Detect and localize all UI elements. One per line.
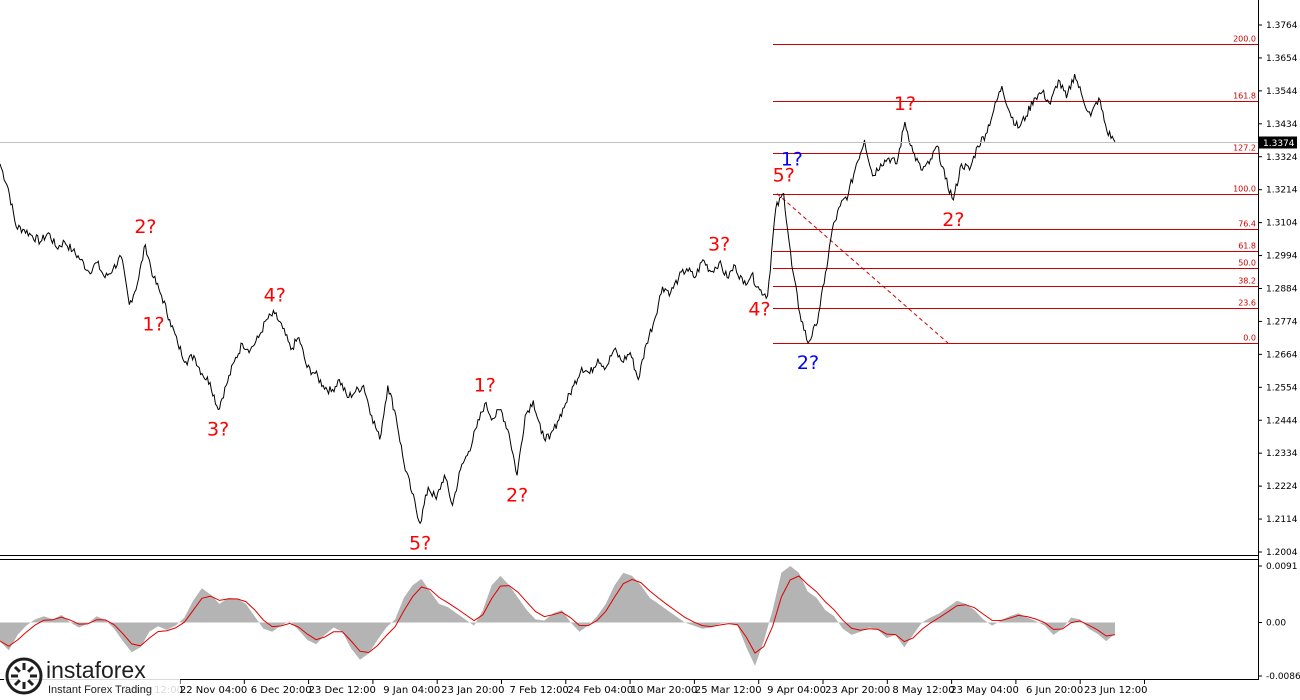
brand-logo: instaforex Instant Forex Trading <box>4 654 180 698</box>
price-tick-label: 1.2334 <box>1266 449 1298 459</box>
fib-level-label: 61.8 <box>1238 242 1256 251</box>
current-price-label: 1.3374 <box>1263 139 1295 149</box>
price-line <box>0 73 1116 525</box>
fib-level-label: 23.6 <box>1238 299 1256 308</box>
wave-label: 4? <box>748 299 770 321</box>
wave-label: 5? <box>773 165 795 187</box>
time-tick-label: 23 Apr 20:00 <box>825 685 890 696</box>
time-tick-label: 25 Mar 12:00 <box>695 685 762 696</box>
price-tick-label: 1.3434 <box>1266 120 1298 130</box>
time-tick-label: 9 Apr 04:00 <box>767 685 826 696</box>
fib-level-label: 100.0 <box>1233 185 1256 194</box>
wave-label: 3? <box>708 234 730 256</box>
wave-label: 4? <box>264 285 286 307</box>
price-axis: 1.3764 1.3654 1.3544 1.3434 1.3324 1.3214 1.31… <box>0 21 1298 558</box>
time-tick-label: 10 Mar 20:00 <box>631 685 698 696</box>
price-tick-label: 1.3104 <box>1266 219 1298 229</box>
brand-logo-icon <box>5 657 43 695</box>
fibonacci-levels: 200.0 161.8 127.2 100.0 76.4 61.8 50.0 38.2 23.6… <box>773 35 1258 344</box>
time-tick-label: 24 Feb 04:00 <box>567 685 633 696</box>
fib-level-label: 50.0 <box>1238 259 1256 268</box>
time-tick-label: 23 Jun 12:00 <box>1084 685 1148 696</box>
fib-level-label: 0.0 <box>1243 334 1256 343</box>
price-tick-label: 1.2114 <box>1266 515 1298 525</box>
time-tick-label: 23 Dec 12:00 <box>309 685 376 696</box>
fib-level-label: 161.8 <box>1233 92 1256 101</box>
time-tick-label: 9 Jan 04:00 <box>383 685 440 696</box>
oscillator-panel <box>0 566 1116 666</box>
wave-labels: 2?1?3?4?5?1?2?3?4?5?1?2?1?2? <box>134 93 964 554</box>
price-tick-label: 1.2004 <box>1266 548 1298 558</box>
price-tick-label: 1.3324 <box>1266 153 1298 163</box>
brand-name: instaforex <box>46 657 146 683</box>
price-tick-label: 1.2664 <box>1266 350 1298 360</box>
wave-label: 5? <box>409 532 431 554</box>
price-tick-label: 1.2774 <box>1266 317 1298 327</box>
time-tick-label: 22 Nov 04:00 <box>180 685 247 696</box>
wave-label: 1? <box>142 314 164 336</box>
fib-trend-line <box>776 193 949 344</box>
wave-label: 1? <box>474 374 496 396</box>
wave-label: 3? <box>207 418 229 440</box>
time-tick-label: 8 May 12:00 <box>892 685 954 696</box>
price-tick-label: 1.2444 <box>1266 416 1298 426</box>
brand-tagline: Instant Forex Trading <box>48 684 152 696</box>
time-tick-label: 6 Dec 20:00 <box>251 685 312 696</box>
fib-level-label: 127.2 <box>1233 144 1256 153</box>
price-tick-label: 1.2994 <box>1266 252 1298 262</box>
price-tick-label: 1.3544 <box>1266 87 1298 97</box>
time-tick-label: 7 Feb 12:00 <box>510 685 569 696</box>
price-tick-label: 1.3214 <box>1266 186 1298 196</box>
time-tick-label: 6 Jun 20:00 <box>1026 685 1083 696</box>
price-series <box>0 73 1116 525</box>
fib-level-label: 76.4 <box>1238 220 1256 229</box>
osc-tick-label: 0.00 <box>1266 618 1286 628</box>
time-tick-label: 23 May 04:00 <box>950 685 1019 696</box>
price-tick-label: 1.3764 <box>1266 21 1298 31</box>
current-price-marker <box>1259 136 1297 149</box>
price-tick-label: 1.3654 <box>1266 54 1298 64</box>
wave-label: 2? <box>797 352 819 374</box>
wave-label: 1? <box>894 93 916 115</box>
wave-label: 1? <box>781 149 803 171</box>
fib-level-label: 200.0 <box>1233 35 1256 44</box>
osc-tick-label: 0.0091 <box>1266 562 1298 572</box>
wave-label: 2? <box>506 484 528 506</box>
wave-label: 2? <box>942 209 964 231</box>
price-tick-label: 1.2554 <box>1266 383 1298 393</box>
time-tick-label: 23 Jan 20:00 <box>441 685 504 696</box>
price-tick-label: 1.2224 <box>1266 482 1298 492</box>
oscillator-histogram <box>0 566 1115 666</box>
wave-label: 2? <box>134 216 156 238</box>
price-tick-label: 1.2884 <box>1266 285 1298 295</box>
oscillator-signal-line <box>0 575 1116 654</box>
fib-level-label: 38.2 <box>1238 277 1256 286</box>
